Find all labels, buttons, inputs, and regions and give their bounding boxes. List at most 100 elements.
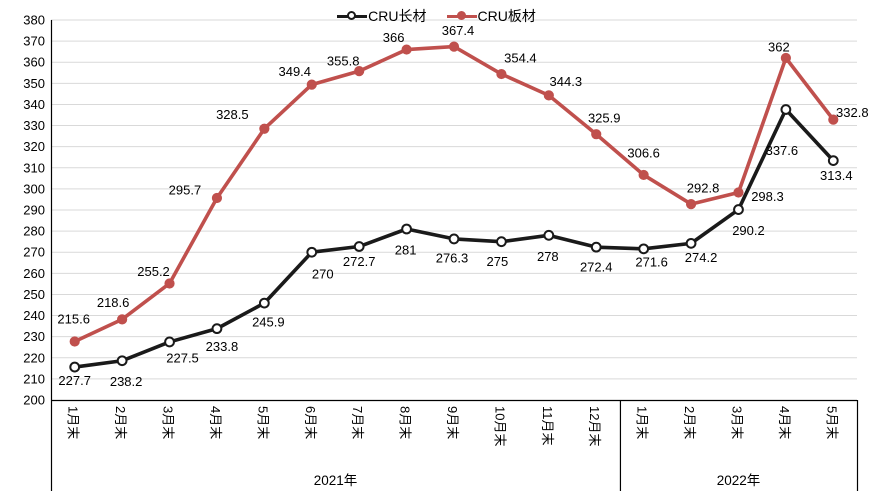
y-axis-tick-label: 270 xyxy=(23,245,45,260)
data-point-marker xyxy=(211,192,223,204)
data-point-marker xyxy=(69,336,80,347)
data-label: 281 xyxy=(395,243,417,258)
y-axis-tick-label: 320 xyxy=(23,139,45,154)
data-point-marker xyxy=(496,68,507,80)
year-labels: 2021年 2022年 xyxy=(314,473,761,488)
data-label: 366 xyxy=(383,30,405,45)
data-label: 306.6 xyxy=(627,145,660,160)
data-label: 255.2 xyxy=(137,264,170,279)
month-label: 10月末 xyxy=(492,406,507,446)
data-point-marker xyxy=(116,355,128,367)
y-axis-tick-label: 290 xyxy=(23,203,45,218)
data-point-marker xyxy=(164,278,175,289)
legend-label-cru-long-products: CRU长材 xyxy=(368,8,427,24)
gridlines xyxy=(51,19,857,380)
data-point-marker xyxy=(401,44,412,55)
month-label: 9月末 xyxy=(445,406,460,439)
y-axis-tick-label: 370 xyxy=(23,34,45,49)
data-label: 332.8 xyxy=(836,105,869,120)
month-label: 7月末 xyxy=(350,406,365,439)
month-label: 1月末 xyxy=(635,406,650,439)
data-point-marker xyxy=(780,52,791,64)
month-label: 2月末 xyxy=(113,406,128,439)
legend-item-cru-long-products: CRU长材 xyxy=(337,6,427,26)
month-label: 12月末 xyxy=(587,406,602,446)
data-label: 328.5 xyxy=(216,107,249,122)
data-label: 313.4 xyxy=(820,168,853,183)
data-point-marker xyxy=(306,79,317,90)
y-axis-tick-label: 230 xyxy=(23,329,45,344)
month-label: 3月末 xyxy=(729,406,744,439)
data-labels-cru-flat-products: 227.7 238.2 255.2 295.7 328.5 349.4 355.8 366 36… xyxy=(58,23,868,389)
data-label: 218.6 xyxy=(97,295,130,310)
data-point-marker xyxy=(733,204,744,215)
y-axis-tick-label: 280 xyxy=(23,224,45,239)
legend-marker-open-circle-icon xyxy=(337,10,368,22)
y-axis-tick-label: 360 xyxy=(23,55,45,70)
data-label: 290.2 xyxy=(732,223,765,238)
data-label: 298.3 xyxy=(751,189,784,204)
data-point-marker xyxy=(258,297,270,309)
series-cru-long-products xyxy=(69,104,839,373)
data-point-marker xyxy=(780,104,792,115)
data-label: 270 xyxy=(312,267,334,282)
data-point-marker xyxy=(448,233,460,245)
data-label: 276.3 xyxy=(436,250,469,265)
data-label: 271.6 xyxy=(635,254,668,269)
data-point-marker xyxy=(401,223,412,235)
chart-legend: CRU长材 CRU板材 xyxy=(0,6,873,26)
data-point-marker xyxy=(827,155,839,167)
legend-item-cru-flat-products: CRU板材 xyxy=(446,6,536,26)
data-label: 272.7 xyxy=(343,254,376,269)
y-axis-tick-labels: 380 370 360 350 340 330 320 310 300 290 280 270 260 2… xyxy=(23,13,45,408)
data-label: 349.4 xyxy=(278,64,311,79)
month-label: 6月末 xyxy=(303,406,318,439)
data-point-marker xyxy=(448,41,460,52)
data-point-marker xyxy=(733,187,744,198)
month-label: 5月末 xyxy=(255,406,270,439)
data-point-marker xyxy=(306,246,318,258)
data-label: 275 xyxy=(487,254,509,269)
month-label: 2月末 xyxy=(682,406,697,439)
y-axis-tick-label: 240 xyxy=(23,308,45,323)
axes xyxy=(50,20,857,402)
data-point-marker xyxy=(164,336,175,348)
y-axis-tick-label: 200 xyxy=(23,393,45,408)
month-label: 5月末 xyxy=(824,406,839,439)
data-label: 362 xyxy=(768,40,790,55)
y-axis-tick-label: 220 xyxy=(23,350,45,365)
data-label: 354.4 xyxy=(504,51,537,66)
legend-label-cru-flat-products: CRU板材 xyxy=(477,8,536,24)
y-axis-tick-label: 340 xyxy=(23,97,45,112)
month-label: 1月末 xyxy=(66,406,81,439)
data-label: 238.2 xyxy=(110,374,143,389)
y-axis-tick-label: 350 xyxy=(23,76,45,91)
data-point-marker xyxy=(259,123,270,134)
y-axis-tick-label: 250 xyxy=(23,287,45,302)
data-label: 272.4 xyxy=(580,260,613,275)
data-point-marker xyxy=(638,243,650,255)
data-point-marker xyxy=(496,236,507,248)
data-label: 227.5 xyxy=(166,350,199,365)
data-point-marker xyxy=(117,314,128,325)
data-label: 233.8 xyxy=(206,339,239,354)
data-label: 245.9 xyxy=(252,315,285,330)
data-label: 278 xyxy=(537,249,559,264)
data-point-marker xyxy=(638,169,649,181)
series-cru-flat-products xyxy=(69,41,839,347)
month-labels: 1月末 2月末 3月末 4月末 5月末 6月末 7月末 8月末 9月末 10月末 11月末 12月末 1… xyxy=(66,406,840,446)
data-label: 367.4 xyxy=(442,23,475,38)
data-point-marker xyxy=(590,241,602,253)
data-label: 274.2 xyxy=(685,250,718,265)
data-point-marker xyxy=(591,129,602,140)
data-label: 227.7 xyxy=(58,373,91,388)
data-label: 355.8 xyxy=(327,54,360,69)
data-label: 295.7 xyxy=(169,182,202,197)
y-axis-tick-label: 330 xyxy=(23,118,45,133)
y-axis-tick-label: 380 xyxy=(23,13,45,28)
legend-marker-filled-circle-icon xyxy=(446,10,477,22)
data-point-marker xyxy=(543,229,555,241)
data-label: 344.3 xyxy=(550,74,583,89)
